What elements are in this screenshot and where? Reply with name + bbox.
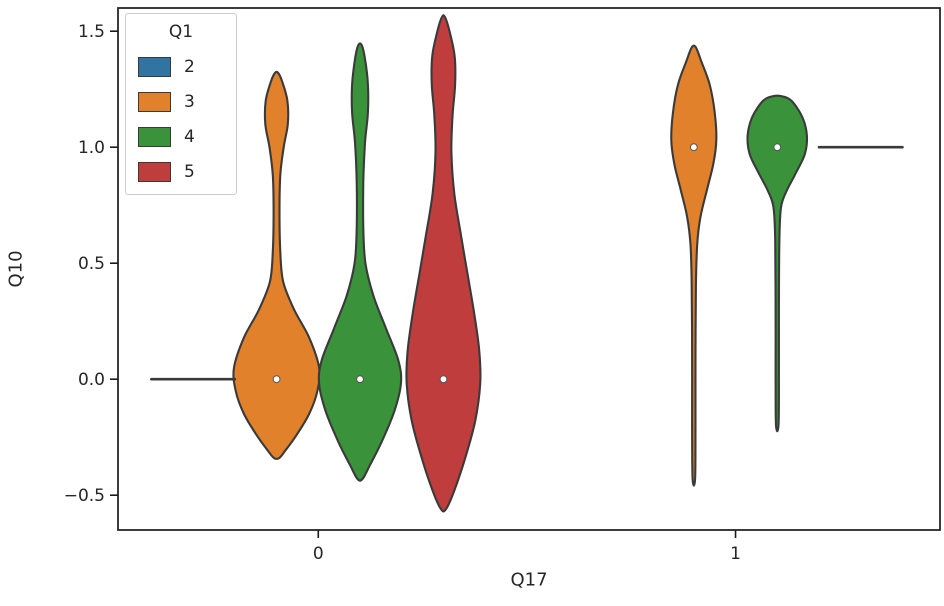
legend-entry: 5 [138,162,224,182]
legend-swatch-icon [138,162,171,182]
legend-entry-label: 3 [184,92,195,112]
x-axis-label: Q17 [510,569,548,591]
y-tick-label: 0.0 [78,370,105,390]
violin-hue-5-group-0 [405,14,482,513]
median-dot-hue-3-group-1 [689,143,698,152]
legend-swatch-icon [138,92,171,112]
median-dot-hue-3-group-0 [272,375,281,384]
y-tick-label: 1.0 [78,138,105,158]
legend-entry: 3 [138,92,224,112]
legend-entries: 2 3 4 5 [138,57,224,182]
legend-entry-label: 5 [184,162,195,182]
median-dot-hue-4-group-0 [356,375,364,384]
legend: Q1 2 3 4 5 [125,13,237,195]
axes-spines [117,7,941,531]
violin-hue-3-group-0 [232,70,321,460]
violin-hue-3-group-1 [670,44,718,487]
median-dot-hue-4-group-1 [773,143,782,152]
legend-entry: 4 [138,127,224,147]
violin-hue-4-group-1 [746,94,809,433]
x-tick-label: 0 [313,544,324,564]
median-dot-hue-5-group-0 [439,375,448,384]
y-tick-label: −0.5 [64,486,105,506]
x-tick-label: 1 [730,544,741,564]
violin-hue-4-group-0 [317,42,403,482]
y-axis-label: Q10 [5,250,27,288]
legend-entry: 2 [138,57,224,77]
legend-entry-label: 4 [184,127,195,147]
legend-title: Q1 [168,22,194,42]
y-tick-label: 1.5 [78,22,105,42]
legend-entry-label: 2 [184,57,195,77]
legend-swatch-icon [138,127,171,147]
y-tick-label: 0.5 [78,254,105,274]
legend-swatch-icon [138,57,171,77]
